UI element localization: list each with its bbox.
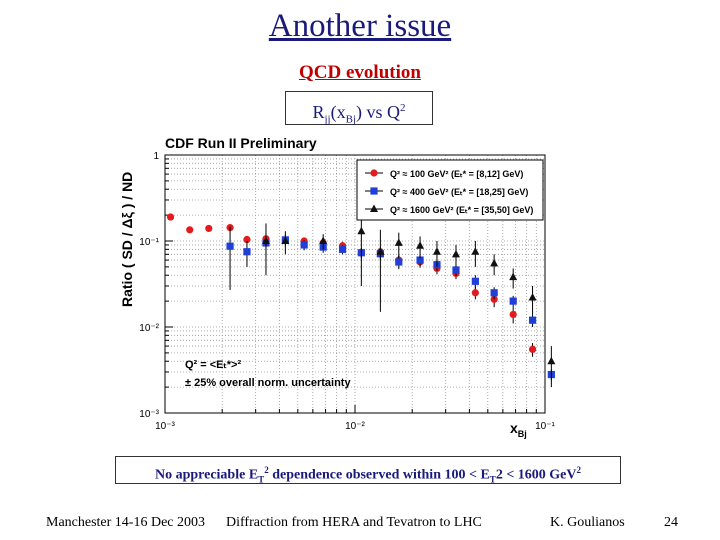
note-p2: dependence observed within 100 < E: [268, 467, 490, 483]
y-tick-label: 10⁻¹: [139, 237, 159, 248]
data-point: [416, 241, 425, 249]
ratio-x-sub: Bj: [345, 113, 357, 126]
legend-label: Q² ≈ 400 GeV² (Eₜ* = [18,25] GeV): [390, 187, 528, 197]
data-point: [357, 226, 366, 235]
legend-label: Q² ≈ 1600 GeV² (Eₜ* = [35,50] GeV): [390, 205, 533, 215]
x-tick-label: 10⁻¹: [535, 421, 555, 432]
x-axis-label: xBj: [510, 420, 527, 439]
data-point: [432, 247, 441, 255]
footer-talk-title: Diffraction from HERA and Tevatron to LH…: [226, 515, 482, 530]
data-point: [452, 266, 460, 274]
ratio-close: ) vs Q: [356, 102, 401, 122]
chart-title: CDF Run II Preliminary: [165, 135, 317, 151]
footer-page-number: 24: [664, 515, 678, 530]
data-point: [509, 297, 517, 305]
data-points: [166, 209, 556, 388]
note-sub2: T: [489, 474, 496, 485]
data-point: [281, 236, 290, 244]
x-axis-label-sub: Bj: [518, 429, 527, 439]
annotation-uncertainty: ± 25% overall norm. uncertainty: [185, 377, 351, 389]
footer-author: K. Goulianos: [550, 515, 625, 530]
data-point: [395, 258, 403, 266]
data-point: [509, 310, 517, 319]
data-point: [226, 242, 234, 250]
ratio-r: R: [312, 102, 325, 122]
x-axis-label-main: x: [510, 420, 518, 436]
data-point: [490, 289, 498, 297]
x-tick-label: 10⁻²: [345, 421, 365, 432]
footer-venue: Manchester 14-16 Dec 2003: [46, 515, 206, 530]
data-point: [319, 236, 328, 244]
data-point: [509, 272, 518, 281]
note-p1: No appreciable E: [154, 467, 259, 483]
note-sub1: T: [258, 474, 265, 485]
data-point: [547, 356, 556, 365]
data-point: [243, 248, 251, 256]
data-point: [471, 289, 479, 297]
note-p3: 2 < 1600 GeV: [495, 467, 577, 483]
annotation-q2: Q² = <Eₜ*>²: [185, 359, 241, 371]
ratio-sup: 2: [400, 102, 406, 114]
data-point: [471, 247, 480, 255]
y-axis-label: Ratio ( SD / Δξ ) / ND: [119, 172, 135, 307]
y-tick-label: 10⁻³: [139, 409, 159, 420]
data-point: [416, 256, 424, 264]
ratio-r-sub: jj: [324, 113, 331, 126]
data-point: [166, 213, 175, 221]
chart-grid: [164, 155, 545, 414]
note-box: No appreciable ET2 dependence observed w…: [115, 456, 621, 484]
data-point: [394, 238, 403, 246]
data-point: [376, 247, 385, 255]
chart-legend: Q² ≈ 100 GeV² (Eₜ* = [8,12] GeV) Q² ≈ 400…: [356, 159, 544, 221]
legend-marker: [370, 187, 378, 195]
data-point: [261, 236, 270, 244]
chart: CDF Run II Preliminary Ratio ( SD / Δξ )…: [115, 130, 560, 445]
y-tick-label: 1: [153, 151, 159, 162]
y-tick-label: 10⁻²: [139, 323, 159, 334]
slide-title: Another issue: [268, 8, 452, 44]
data-point: [528, 316, 537, 324]
data-point: [186, 226, 194, 234]
data-point: [300, 241, 308, 249]
data-point: [528, 293, 537, 301]
data-point: [451, 249, 460, 258]
legend-label: Q² ≈ 100 GeV² (Eₜ* = [8,12] GeV): [390, 169, 523, 179]
legend-marker: [370, 169, 378, 177]
ratio-open: (x: [330, 102, 346, 122]
data-point: [490, 258, 499, 267]
ratio-label-box: Rjj(xBj) vs Q2: [285, 91, 433, 126]
legend-box: [356, 159, 544, 221]
axis-ticks: 10⁻³ 10⁻² 10⁻¹ 1 10⁻¹ 10⁻² 10⁻³: [139, 151, 555, 432]
note-sup1: 2: [264, 465, 269, 475]
x-tick-label: 10⁻³: [155, 421, 175, 432]
series-triangle: [261, 209, 556, 388]
slide-subtitle: QCD evolution: [299, 62, 421, 83]
note-sup2: 2: [576, 465, 582, 475]
data-point: [338, 245, 347, 253]
data-point: [471, 277, 479, 285]
data-point: [243, 235, 251, 244]
legend-marker: [370, 204, 378, 212]
data-point: [528, 345, 537, 353]
data-point: [205, 224, 213, 233]
